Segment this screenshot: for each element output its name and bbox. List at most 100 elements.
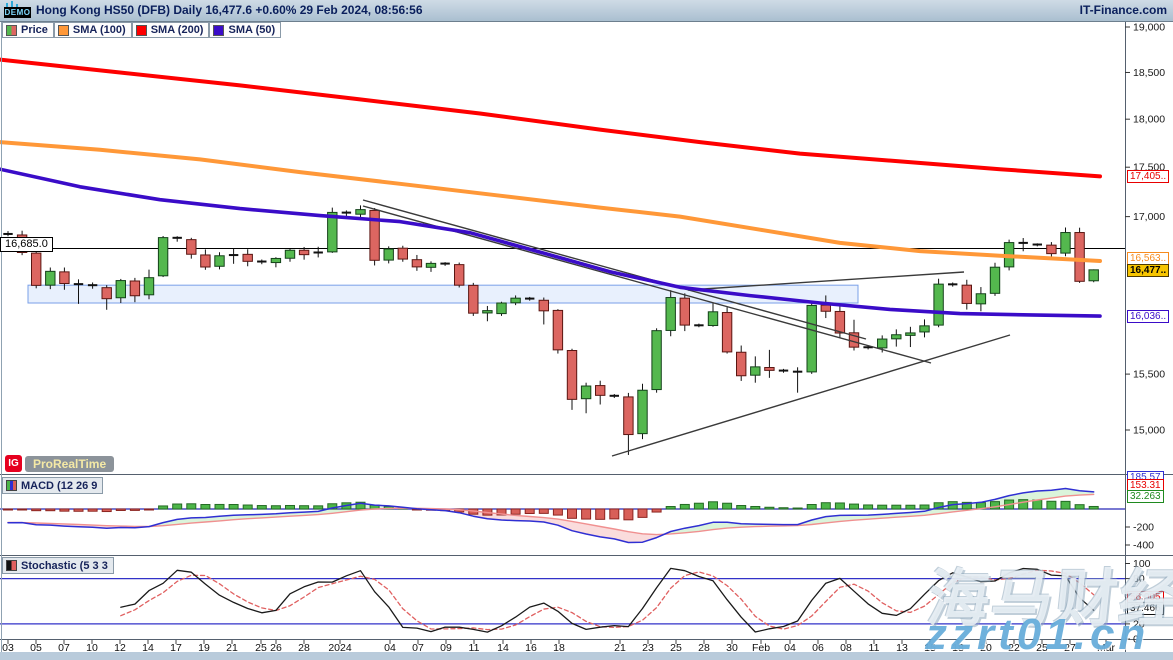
svg-text:28: 28 bbox=[298, 642, 310, 654]
svg-text:19,000: 19,000 bbox=[1133, 22, 1165, 34]
itfinance-brand: IT-Finance.com bbox=[1079, 3, 1167, 17]
macd-icon bbox=[6, 480, 17, 491]
last-price-flag: 16,477.. bbox=[1127, 264, 1170, 277]
svg-text:18: 18 bbox=[952, 642, 964, 654]
macd-panel-label[interactable]: MACD (12 26 9 bbox=[2, 477, 104, 494]
svg-text:04: 04 bbox=[384, 642, 396, 654]
price-level-label: 16,685.0 bbox=[0, 237, 53, 252]
sma50-value-flag: 16,036.. bbox=[1127, 310, 1170, 323]
svg-text:18,500: 18,500 bbox=[1133, 67, 1165, 79]
svg-text:14: 14 bbox=[142, 642, 154, 654]
svg-text:21: 21 bbox=[226, 642, 238, 654]
stochastic-icon bbox=[6, 560, 17, 571]
svg-text:21: 21 bbox=[614, 642, 626, 654]
legend-tab-price[interactable]: Price bbox=[2, 22, 54, 38]
prorealtime-logo[interactable]: IG ProRealTime bbox=[5, 455, 115, 472]
svg-text:22: 22 bbox=[1008, 642, 1020, 654]
svg-text:25: 25 bbox=[670, 642, 682, 654]
sma200-swatch-icon bbox=[135, 24, 147, 36]
svg-text:Feb: Feb bbox=[752, 642, 770, 654]
sma200-line bbox=[0, 57, 1102, 179]
svg-text:100: 100 bbox=[1133, 558, 1151, 570]
svg-text:11: 11 bbox=[869, 642, 880, 654]
macd-histogram-flag: 32.263 bbox=[1127, 490, 1164, 503]
svg-text:15,000: 15,000 bbox=[1133, 425, 1165, 437]
legend-label: SMA (200) bbox=[150, 24, 204, 36]
svg-text:03: 03 bbox=[2, 642, 14, 654]
svg-text:80: 80 bbox=[1133, 573, 1145, 585]
trendline bbox=[611, 334, 1011, 457]
legend-label: Price bbox=[21, 24, 48, 36]
price-axis[interactable]: 19,00018,50018,00017,50017,00015,50015,0… bbox=[1125, 22, 1165, 646]
macd-label-text: MACD (12 26 9 bbox=[21, 479, 98, 492]
svg-text:20: 20 bbox=[980, 642, 992, 654]
svg-text:08: 08 bbox=[840, 642, 852, 654]
svg-text:12: 12 bbox=[114, 642, 126, 654]
price-panel[interactable] bbox=[0, 57, 1125, 457]
svg-text:27: 27 bbox=[1064, 642, 1076, 654]
stochastic-d-line bbox=[120, 569, 1095, 631]
ig-logo: IG bbox=[5, 455, 22, 472]
svg-text:16: 16 bbox=[525, 642, 537, 654]
svg-text:30: 30 bbox=[726, 642, 738, 654]
macd-line bbox=[7, 487, 1095, 544]
macd-panel[interactable] bbox=[0, 487, 1125, 544]
svg-text:-200: -200 bbox=[1133, 522, 1154, 534]
svg-text:07: 07 bbox=[412, 642, 424, 654]
svg-text:20: 20 bbox=[1133, 618, 1145, 630]
svg-text:28: 28 bbox=[698, 642, 710, 654]
stochastic-k-flag: 37.466 bbox=[1127, 602, 1164, 615]
svg-text:09: 09 bbox=[440, 642, 452, 654]
watermark-url: zzrt01.cn bbox=[925, 610, 1150, 659]
prorealtime-text: ProRealTime bbox=[25, 455, 115, 472]
svg-text:13: 13 bbox=[896, 642, 908, 654]
legend-label: SMA (100) bbox=[72, 24, 126, 36]
stochastic-panel-label[interactable]: Stochastic (5 3 3 bbox=[2, 557, 114, 574]
candles bbox=[3, 205, 1099, 455]
svg-text:14: 14 bbox=[497, 642, 509, 654]
svg-text:06: 06 bbox=[812, 642, 824, 654]
trendline bbox=[362, 199, 867, 340]
price-icon bbox=[6, 24, 17, 36]
sma200-value-flag: 17,405.. bbox=[1127, 170, 1170, 183]
svg-text:2024: 2024 bbox=[328, 642, 352, 654]
legend-bar: Price SMA (100) SMA (200) SMA (50) bbox=[2, 22, 282, 38]
legend-tab-sma200[interactable]: SMA (200) bbox=[131, 22, 210, 38]
trendline bbox=[687, 271, 965, 291]
sma50-swatch-icon bbox=[213, 24, 225, 36]
stochastic-k-line bbox=[120, 567, 1095, 633]
svg-text:15,500: 15,500 bbox=[1133, 369, 1165, 381]
svg-text:04: 04 bbox=[784, 642, 796, 654]
sma50-line bbox=[0, 167, 1102, 318]
svg-text:18: 18 bbox=[553, 642, 565, 654]
sma100-swatch-icon bbox=[57, 24, 69, 36]
stochastic-label-text: Stochastic (5 3 3 bbox=[21, 559, 108, 572]
svg-text:19: 19 bbox=[198, 642, 210, 654]
svg-text:Mar: Mar bbox=[1097, 642, 1116, 654]
svg-text:17,000: 17,000 bbox=[1133, 211, 1165, 223]
svg-text:25: 25 bbox=[1036, 642, 1048, 654]
support-zone bbox=[27, 284, 859, 304]
title-bar: DEMO Hong Kong HS50 (DFB) Daily 16,477.6… bbox=[0, 0, 1173, 22]
demo-candles-icon bbox=[6, 1, 26, 7]
legend-tab-sma50[interactable]: SMA (50) bbox=[209, 22, 282, 38]
svg-text:26: 26 bbox=[270, 642, 282, 654]
svg-text:18,000: 18,000 bbox=[1133, 114, 1165, 126]
legend-tab-sma100[interactable]: SMA (100) bbox=[53, 22, 132, 38]
stochastic-panel[interactable] bbox=[0, 567, 1125, 633]
svg-text:0: 0 bbox=[1133, 634, 1139, 646]
svg-text:-400: -400 bbox=[1133, 540, 1154, 552]
bottom-strip bbox=[0, 652, 1173, 660]
svg-text:25: 25 bbox=[255, 642, 267, 654]
svg-text:10: 10 bbox=[86, 642, 98, 654]
demo-badge: DEMO bbox=[4, 7, 31, 18]
svg-text:17: 17 bbox=[170, 642, 182, 654]
svg-text:11: 11 bbox=[469, 642, 480, 654]
legend-label: SMA (50) bbox=[228, 24, 276, 36]
instrument-title: Hong Kong HS50 (DFB) Daily 16,477.6 +0.6… bbox=[36, 3, 423, 17]
svg-text:07: 07 bbox=[58, 642, 70, 654]
svg-text:05: 05 bbox=[30, 642, 42, 654]
time-axis[interactable]: 03 05 07 10 12 14 17 19 21 25 26 28 2024 04 07 09 11 14 16… bbox=[2, 640, 1116, 654]
